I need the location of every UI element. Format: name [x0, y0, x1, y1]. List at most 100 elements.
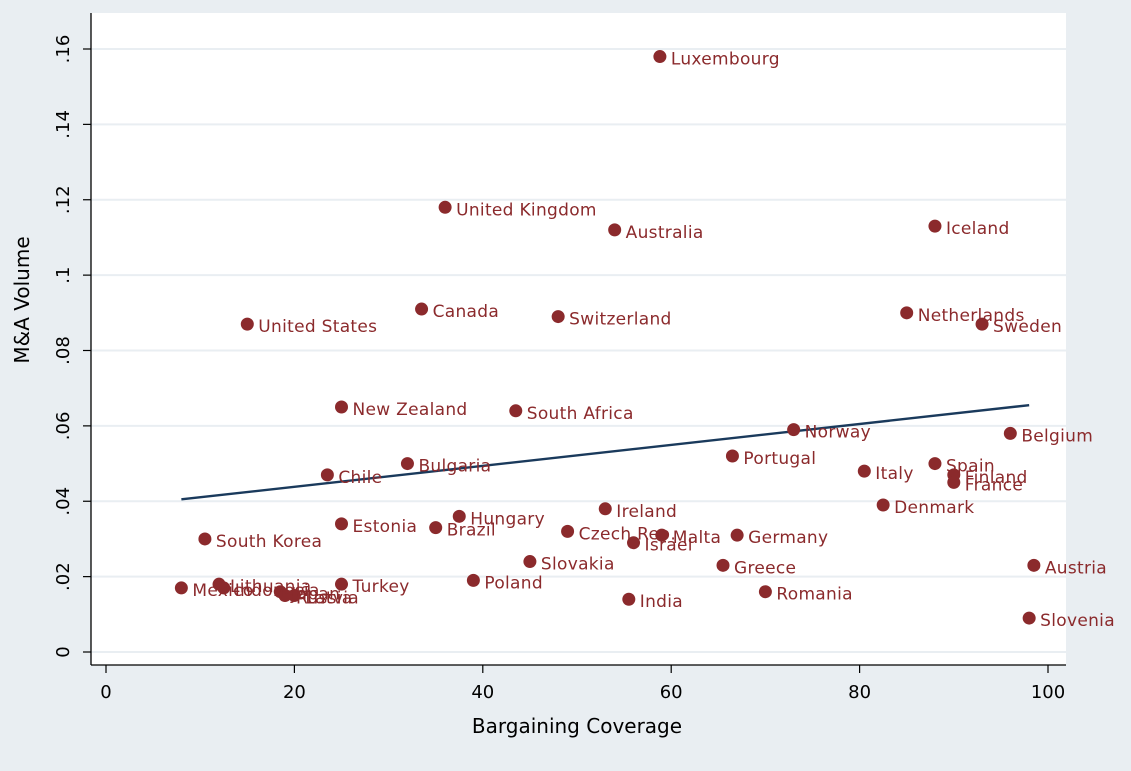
data-point [876, 498, 890, 512]
x-axis-title: Bargaining Coverage [472, 714, 682, 738]
y-tick-label: .12 [53, 185, 74, 214]
data-point [198, 532, 212, 546]
data-point [240, 317, 254, 331]
data-point [627, 536, 641, 550]
data-point-label: United States [258, 317, 377, 337]
data-point [1027, 558, 1041, 572]
data-point-label: Australia [626, 223, 704, 243]
data-point-label: Canada [433, 302, 500, 322]
data-point-label: Mexico [192, 581, 253, 601]
y-tick-label: 0 [53, 646, 74, 657]
data-point [758, 585, 772, 599]
point-labels: Luxembourg United Kingdom Australia Iceland… [192, 50, 1115, 632]
data-point-label: Italy [875, 464, 913, 484]
data-point-label: Spain [946, 457, 995, 477]
data-point [415, 302, 429, 316]
data-point [653, 50, 667, 64]
data-point [787, 423, 801, 437]
data-point [217, 581, 231, 595]
data-point-label: Bulgaria [418, 457, 491, 477]
axes: 0 .02 .04 .06 .08 .1 .12 .14 .16 0 20 40 60 80 100 [53, 13, 1066, 703]
data-point [287, 588, 301, 602]
data-point [174, 581, 188, 595]
y-tick-label: .02 [53, 562, 74, 591]
data-point-label: Czech Rep. [579, 524, 676, 544]
data-point-label: Slovenia [1040, 611, 1115, 631]
data-point-label: South Africa [527, 404, 634, 424]
data-point-label: Denmark [894, 498, 974, 518]
fit-line [181, 403, 1030, 501]
data-point-label: Romania [776, 585, 852, 605]
data-point [523, 555, 537, 569]
data-point-label: Greece [734, 558, 796, 578]
data-point [466, 573, 480, 587]
x-tick-label: 0 [100, 682, 111, 703]
y-axis-title: M&A Volume [10, 236, 34, 363]
data-point-label: Finland [965, 468, 1028, 488]
data-point [716, 558, 730, 572]
x-tick-label: 20 [283, 682, 306, 703]
data-point-label: South Korea [216, 532, 322, 552]
data-point-label: Malta [673, 528, 721, 548]
data-point [622, 592, 636, 606]
data-point [975, 317, 989, 331]
x-tick-label: 100 [1031, 682, 1065, 703]
data-point-label: Poland [484, 573, 543, 593]
y-tick-label: .1 [53, 267, 74, 284]
data-point-label: Netherlands [918, 306, 1025, 326]
data-point [509, 404, 523, 418]
data-point [278, 588, 292, 602]
data-point [400, 457, 414, 471]
plot-area [91, 13, 1066, 665]
data-point-label: Germany [748, 528, 828, 548]
data-point [928, 219, 942, 233]
fit-line-group [181, 403, 1030, 501]
data-point [320, 468, 334, 482]
data-point-label: Norway [805, 423, 871, 443]
y-tick-label: .06 [53, 412, 74, 441]
gridlines [91, 48, 1066, 653]
data-point-label: Portugal [743, 449, 816, 469]
data-point-label: Switzerland [569, 310, 671, 330]
data-point [551, 310, 565, 324]
data-point [725, 449, 739, 463]
data-point-label: Lithuania [230, 577, 311, 597]
data-point [438, 200, 452, 214]
data-point-label: Ireland [616, 502, 677, 522]
data-point [947, 475, 961, 489]
data-point [900, 306, 914, 320]
data-point [561, 524, 575, 538]
data-point [857, 464, 871, 478]
markers [174, 50, 1041, 625]
data-point [335, 400, 348, 414]
data-point-label: Chile [338, 468, 382, 488]
data-point [429, 521, 443, 535]
data-point-label: Turkey [352, 577, 410, 597]
x-tick-label: 40 [471, 682, 494, 703]
y-tick-label: .04 [53, 487, 74, 516]
data-point-label: Sweden [993, 317, 1062, 337]
data-point-label: India [640, 592, 683, 612]
data-point-label: France [965, 475, 1023, 495]
data-point-label: Luxembourg [671, 50, 780, 70]
data-point [1003, 426, 1017, 440]
data-point [452, 509, 466, 523]
y-tick-label: .08 [53, 336, 74, 365]
x-tick-label: 80 [848, 682, 871, 703]
data-point-label: Latvia [305, 588, 359, 608]
data-point-label: United Kingdom [456, 200, 597, 220]
data-point [730, 528, 744, 542]
data-point-label: Russia [296, 588, 352, 608]
data-point-label: Hungary [470, 509, 545, 529]
data-point [655, 528, 669, 542]
data-point [1022, 611, 1036, 625]
data-point [335, 577, 348, 591]
data-point-label: Estonia [353, 517, 418, 537]
data-point-label: Austria [1045, 558, 1107, 578]
data-point-label: Indonesia [235, 581, 320, 601]
data-point-label: New Zealand [353, 400, 468, 420]
data-point [335, 517, 348, 531]
data-point-label: Belgium [1021, 426, 1093, 446]
data-point [598, 502, 612, 516]
